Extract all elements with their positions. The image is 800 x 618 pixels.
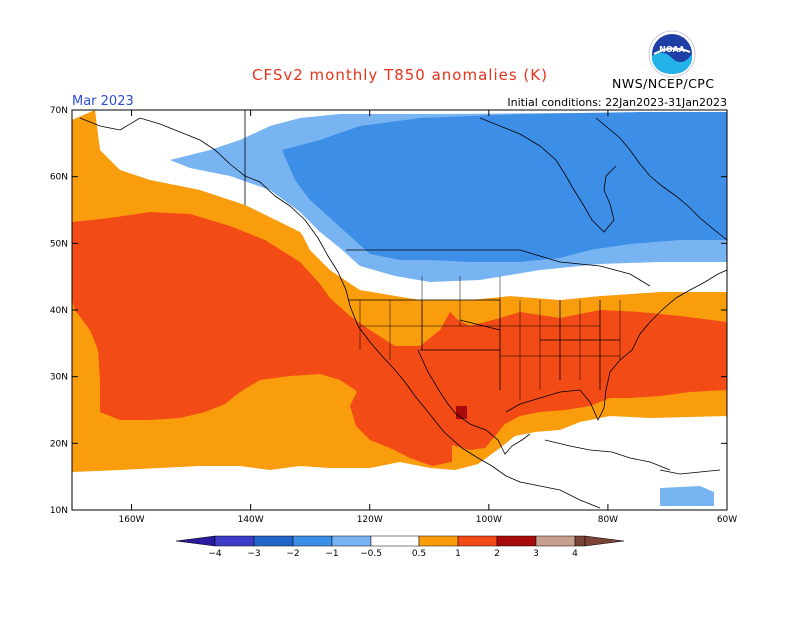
lat-tick-label: 50N — [50, 239, 68, 249]
colorbar-swatch — [292, 535, 333, 547]
lon-tick-label: 140W — [238, 515, 264, 525]
colorbar-swatch — [574, 535, 586, 547]
lat-tick-label: 70N — [50, 106, 68, 116]
svg-text:NOAA: NOAA — [659, 45, 685, 54]
colorbar-right-arrow — [584, 535, 625, 547]
colorbar-swatch — [457, 535, 498, 547]
colorbar-swatch — [214, 535, 255, 547]
anomaly-region-darkred — [456, 406, 467, 419]
colorbar-swatch — [253, 535, 294, 547]
lat-tick-label: 20N — [50, 439, 68, 449]
coastlines — [79, 110, 727, 509]
anomaly-region-blue — [282, 112, 727, 262]
anomaly-region-red — [72, 212, 727, 450]
chart-title: CFSv2 monthly T850 anomalies (K) — [252, 66, 548, 84]
colorbar-tick-label: −2 — [286, 549, 299, 559]
colorbar-tick-label: 2 — [494, 549, 500, 559]
month-label: Mar 2023 — [72, 94, 134, 109]
lon-ticks: 160W 140W 120W 100W 80W 60W — [119, 110, 737, 525]
colorbar: −4 −3 −2 −1 −0.5 0.5 1 2 3 4 — [175, 535, 625, 559]
colorbar-tick-label: 1 — [455, 549, 461, 559]
lon-tick-label: 80W — [598, 515, 618, 525]
initial-conditions-label: Initial conditions: 22Jan2023-31Jan2023 — [507, 96, 727, 109]
anomaly-region-caribbean-blue — [660, 486, 714, 506]
lon-tick-label: 60W — [717, 515, 737, 525]
colorbar-swatch — [370, 535, 420, 547]
colorbar-tick-label: 4 — [572, 549, 578, 559]
colorbar-tick-label: 0.5 — [412, 549, 426, 559]
lat-ticks: 70N 60N 50N 40N 30N 20N 10N — [50, 106, 727, 516]
lat-tick-label: 60N — [50, 173, 68, 183]
lat-tick-label: 40N — [50, 306, 68, 316]
lat-tick-label: 10N — [50, 506, 68, 516]
anomaly-field — [72, 110, 727, 510]
colorbar-swatch — [418, 535, 459, 547]
colorbar-tick-label: −1 — [325, 549, 338, 559]
colorbar-tick-label: −3 — [247, 549, 260, 559]
lat-tick-label: 30N — [50, 373, 68, 383]
colorbar-swatch — [535, 535, 576, 547]
lon-tick-label: 160W — [119, 515, 145, 525]
colorbar-tick-label: −0.5 — [360, 549, 382, 559]
colorbar-left-arrow — [175, 535, 216, 547]
colorbar-tick-label: −4 — [208, 549, 222, 559]
colorbar-swatch — [496, 535, 537, 547]
org-label: NWS/NCEP/CPC — [612, 76, 715, 91]
colorbar-swatch — [331, 535, 372, 547]
lon-tick-label: 120W — [357, 515, 383, 525]
state-borders — [359, 276, 621, 400]
neutral-region-north — [95, 110, 727, 300]
lon-tick-label: 100W — [476, 515, 502, 525]
anomaly-region-red-west — [350, 380, 452, 466]
noaa-logo: NOAA — [648, 30, 696, 78]
colorbar-tick-label: 3 — [533, 549, 539, 559]
